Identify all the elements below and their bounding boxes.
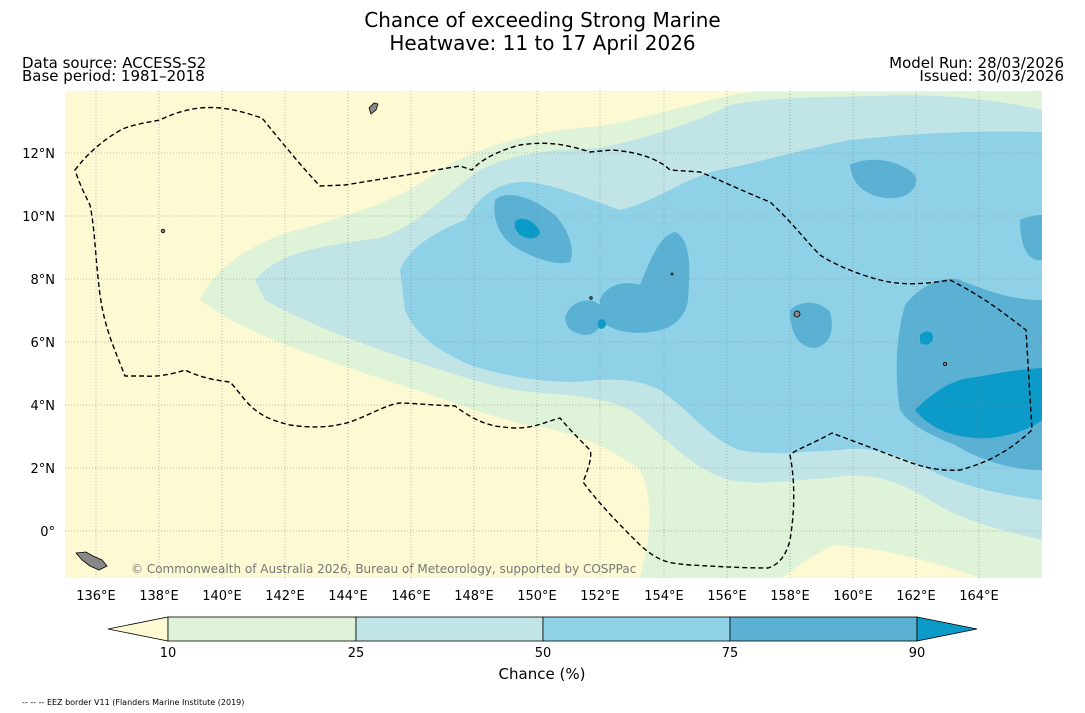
lon-label: 158°E bbox=[770, 589, 810, 604]
band-above-90 bbox=[514, 218, 1042, 439]
band-75-90 bbox=[494, 159, 1042, 470]
islands bbox=[75, 102, 948, 571]
colorbar-tick: 90 bbox=[909, 646, 926, 661]
title-line-1: Chance of exceeding Strong Marine bbox=[364, 8, 721, 32]
data-source: Data source: ACCESS-S2 bbox=[22, 54, 207, 72]
lon-axis: 136°E 138°E 140°E 142°E 144°E 146°E 148°… bbox=[76, 589, 999, 604]
lon-label: 144°E bbox=[328, 589, 368, 604]
colorbar-tick: 10 bbox=[160, 646, 177, 661]
lat-label: 2°N bbox=[31, 462, 56, 477]
graticule bbox=[65, 91, 1042, 578]
lat-label: 12°N bbox=[22, 147, 55, 162]
colorbar-segment-above-90 bbox=[916, 616, 978, 642]
colorbar-ticks: 10 25 50 75 90 bbox=[160, 646, 926, 661]
lon-label: 136°E bbox=[76, 589, 116, 604]
base-period: Base period: 1981–2018 bbox=[22, 67, 205, 85]
lat-axis: 12°N 10°N 8°N 6°N 4°N 2°N 0° bbox=[22, 147, 55, 540]
lat-label: 0° bbox=[40, 525, 55, 540]
lon-label: 142°E bbox=[265, 589, 305, 604]
colorbar-title: Chance (%) bbox=[499, 665, 586, 683]
lat-label: 10°N bbox=[22, 210, 55, 225]
lon-label: 156°E bbox=[707, 589, 747, 604]
lon-label: 140°E bbox=[202, 589, 242, 604]
eez-border bbox=[74, 106, 1033, 569]
probability-field: © Commonwealth of Australia 2026, Bureau… bbox=[65, 91, 1042, 578]
colorbar bbox=[107, 616, 978, 642]
colorbar-tick: 50 bbox=[535, 646, 552, 661]
lon-label: 138°E bbox=[139, 589, 179, 604]
lon-label: 150°E bbox=[517, 589, 557, 604]
lon-label: 154°E bbox=[644, 589, 684, 604]
lon-label: 160°E bbox=[833, 589, 873, 604]
title-line-2: Heatwave: 11 to 17 April 2026 bbox=[389, 31, 696, 55]
colorbar-segment-75-90 bbox=[729, 616, 918, 642]
colorbar-segment-50-75 bbox=[542, 616, 731, 642]
colorbar-segment-below-10 bbox=[107, 616, 169, 642]
lon-label: 162°E bbox=[896, 589, 936, 604]
colorbar-segment-25-50 bbox=[355, 616, 544, 642]
lat-label: 6°N bbox=[31, 336, 56, 351]
eez-legend-note: -- -- -- EEZ border V11 (Flanders Marine… bbox=[22, 698, 245, 707]
lon-label: 148°E bbox=[454, 589, 494, 604]
model-run: Model Run: 28/03/2026 bbox=[889, 54, 1064, 72]
colorbar-segment-10-25 bbox=[167, 616, 357, 642]
issued-date: Issued: 30/03/2026 bbox=[919, 67, 1064, 85]
lon-label: 152°E bbox=[580, 589, 620, 604]
colorbar-tick: 25 bbox=[348, 646, 365, 661]
lat-label: 4°N bbox=[31, 399, 56, 414]
colorbar-tick: 75 bbox=[722, 646, 739, 661]
copyright-note: © Commonwealth of Australia 2026, Bureau… bbox=[131, 562, 636, 576]
lat-label: 8°N bbox=[31, 273, 56, 288]
lon-label: 164°E bbox=[959, 589, 999, 604]
lon-label: 146°E bbox=[391, 589, 431, 604]
